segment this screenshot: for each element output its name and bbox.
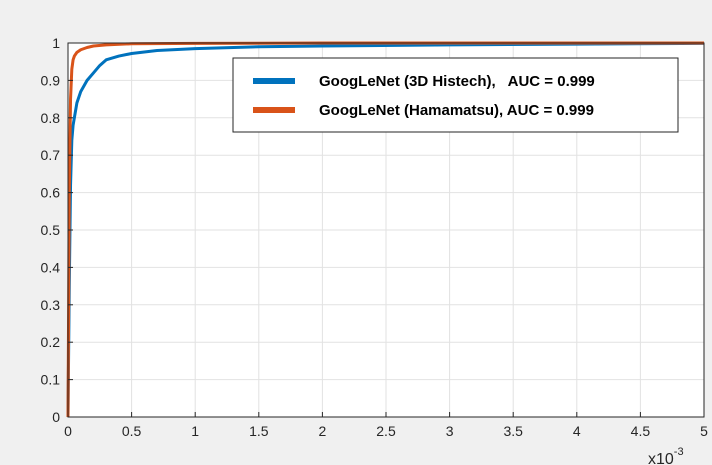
y-tick-label: 0.4: [41, 259, 61, 275]
y-tick-label: 0.9: [41, 72, 61, 88]
y-tick-label: 0.1: [41, 372, 61, 388]
legend-box: [232, 57, 679, 133]
x-exponent-power: -3: [674, 446, 684, 458]
x-exponent-label: x10-3: [648, 446, 684, 465]
y-tick-label: 0.8: [41, 110, 61, 126]
x-tick-label: 5: [700, 423, 708, 439]
x-tick-label: 4: [573, 423, 581, 439]
legend: GoogLeNet (3D Histech), AUC = 0.999 GoogL…: [232, 57, 679, 133]
x-tick-label: 1.5: [249, 423, 269, 439]
y-tick-label: 0.5: [41, 222, 61, 238]
ticks: 0 0.5 1 1.5 2 2.5 3 3.5 4 4.5 5 0 0.1 0.2 0.3 0.4 0.5 0.6…: [41, 35, 709, 439]
legend-label-0: GoogLeNet (3D Histech), AUC = 0.999: [319, 73, 595, 90]
x-tick-label: 4.5: [631, 423, 651, 439]
y-tick-label: 0.7: [41, 147, 61, 163]
x-tick-label: 2.5: [376, 423, 396, 439]
x-tick-label: 1: [191, 423, 199, 439]
y-tick-label: 0.6: [41, 185, 61, 201]
y-tick-label: 0.3: [41, 297, 61, 313]
y-tick-label: 1: [52, 35, 60, 51]
series-line-0: [66, 41, 705, 418]
legend-label-1: GoogLeNet (Hamamatsu), AUC = 0.999: [319, 102, 594, 119]
x-tick-label: 0: [64, 423, 72, 439]
x-tick-label: 3: [446, 423, 454, 439]
x-tick-label: 0.5: [122, 423, 142, 439]
y-tick-label: 0: [52, 409, 60, 425]
y-tick-label: 0.2: [41, 334, 61, 350]
x-tick-label: 2: [319, 423, 327, 439]
x-tick-label: 3.5: [503, 423, 523, 439]
